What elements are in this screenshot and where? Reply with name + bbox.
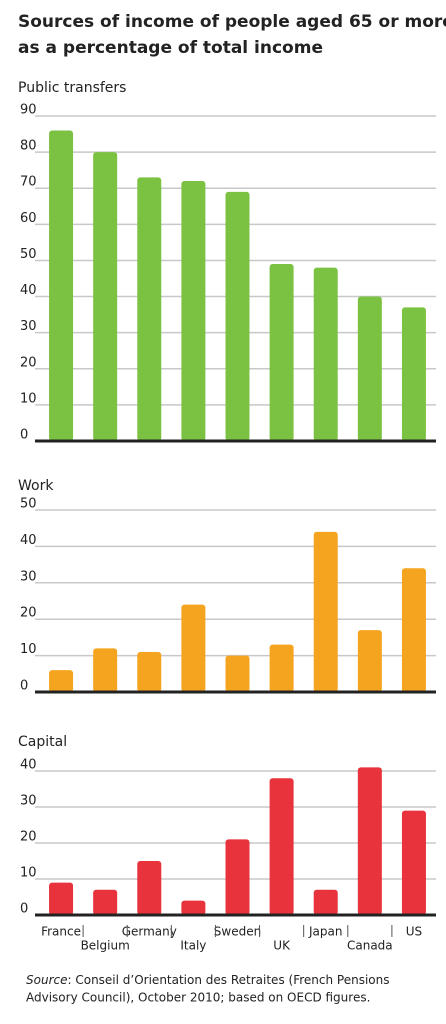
bar [137, 651, 162, 692]
y-tick-label: 30 [20, 569, 37, 584]
bar [93, 889, 118, 915]
bar [401, 568, 426, 692]
y-tick-label: 60 [20, 211, 37, 226]
source-label: Source [26, 973, 67, 987]
bar [269, 778, 294, 915]
y-tick-label: 80 [20, 139, 37, 154]
bar [401, 307, 426, 441]
bar [269, 264, 294, 441]
source: Source: Conseil d’Orientation des Retrai… [26, 973, 389, 987]
y-tick-label: 0 [20, 902, 28, 917]
y-tick-label: 20 [20, 830, 37, 845]
y-tick-label: 20 [20, 606, 37, 621]
bar [181, 604, 206, 692]
x-tick-label: Japan [308, 925, 342, 939]
x-tick-label: Belgium [81, 939, 130, 953]
bar [313, 889, 338, 915]
bar [181, 181, 206, 441]
x-tick-label: Canada [347, 939, 393, 953]
y-tick-label: 30 [20, 794, 37, 809]
bar [269, 644, 294, 692]
bar [225, 839, 250, 915]
bar [225, 191, 250, 441]
bar [137, 177, 162, 441]
y-tick-label: 10 [20, 642, 37, 657]
x-tick-label: Germany [122, 925, 177, 939]
bar [357, 630, 382, 692]
bar [181, 900, 206, 915]
panel-label: Work [18, 478, 54, 494]
chart-title: Sources of income of people aged 65 or m… [18, 12, 446, 32]
x-tick-label: US [406, 925, 422, 939]
y-tick-label: 70 [20, 175, 37, 190]
bar [49, 670, 74, 692]
chart-title: as a percentage of total income [18, 38, 323, 58]
panel-label: Capital [18, 734, 67, 750]
y-tick-label: 90 [20, 103, 37, 118]
x-tick-label: Sweden [214, 925, 261, 939]
bar [137, 861, 162, 915]
bar [313, 267, 338, 441]
y-tick-label: 30 [20, 319, 37, 334]
bar [49, 882, 74, 915]
y-tick-label: 40 [20, 283, 37, 298]
y-tick-label: 10 [20, 866, 37, 881]
x-tick-label: France [41, 925, 81, 939]
y-tick-label: 50 [20, 247, 37, 262]
bar [93, 152, 118, 441]
bar [49, 130, 74, 441]
y-tick-label: 40 [20, 758, 37, 773]
bar [313, 531, 338, 692]
y-tick-label: 10 [20, 391, 37, 406]
bar [93, 648, 118, 692]
y-tick-label: 40 [20, 533, 37, 548]
source: Advisory Council), October 2010; based o… [26, 991, 370, 1005]
x-tick-label: UK [273, 939, 291, 953]
bar [225, 655, 250, 692]
bar [357, 296, 382, 441]
y-tick-label: 0 [20, 428, 28, 443]
bar [357, 767, 382, 915]
source-text: : Conseil d’Orientation des Retraites (F… [67, 973, 389, 987]
panel-label: Public transfers [18, 80, 126, 96]
y-tick-label: 0 [20, 679, 28, 694]
bar [401, 810, 426, 915]
y-tick-label: 20 [20, 355, 37, 370]
x-tick-label: Italy [180, 939, 206, 953]
y-tick-label: 50 [20, 497, 37, 512]
